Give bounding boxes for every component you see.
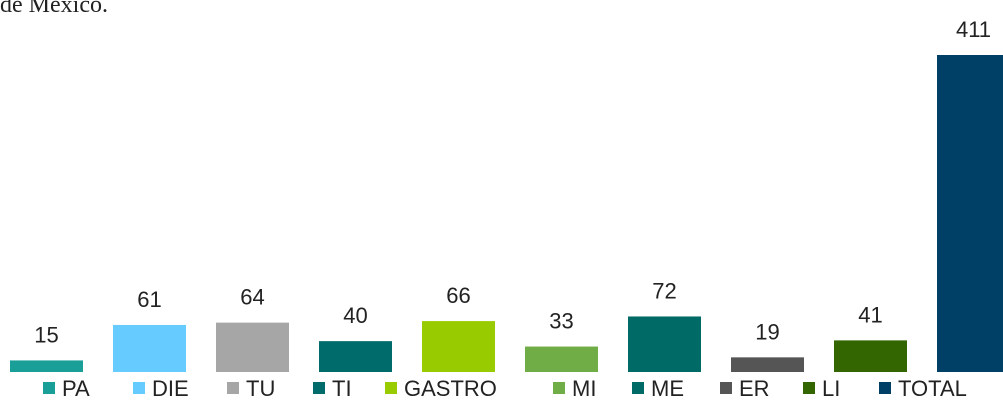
data-label: 19 <box>755 319 779 344</box>
chart-title: de México. <box>0 0 108 18</box>
legend-label: GASTRO <box>404 376 497 401</box>
legend-label: ER <box>739 376 770 401</box>
legend-swatch <box>133 382 145 394</box>
legend-label: TOTAL <box>898 376 967 401</box>
legend-label: ME <box>651 376 684 401</box>
data-label: 64 <box>240 285 264 310</box>
bar <box>525 346 598 372</box>
data-label: 41 <box>858 302 882 327</box>
bar <box>10 360 83 372</box>
bar <box>937 55 1003 372</box>
data-label: 33 <box>549 309 573 334</box>
legend-label: MI <box>572 376 596 401</box>
data-label: 61 <box>137 287 161 312</box>
bar <box>216 322 289 372</box>
bar <box>834 340 907 372</box>
legend-swatch <box>803 382 815 394</box>
bar <box>319 341 392 372</box>
legend-swatch <box>43 382 55 394</box>
bar <box>628 316 701 372</box>
data-label: 66 <box>446 283 470 308</box>
legend-label: TU <box>246 376 275 401</box>
legend-label: PA <box>62 376 90 401</box>
legend-swatch <box>879 382 891 394</box>
legend-swatch <box>720 382 732 394</box>
legend-swatch <box>385 382 397 394</box>
legend-swatch <box>553 382 565 394</box>
bar <box>422 321 495 372</box>
legend-swatch <box>632 382 644 394</box>
bar <box>113 324 186 372</box>
data-label: 40 <box>343 303 367 328</box>
data-label: 72 <box>652 278 676 303</box>
legend-label: TI <box>332 376 352 401</box>
bar <box>731 357 804 372</box>
data-label: 411 <box>956 17 991 42</box>
legend-swatch <box>227 382 239 394</box>
legend-label: DIE <box>152 376 189 401</box>
legend-label: LI <box>822 376 840 401</box>
data-label: 15 <box>34 322 58 347</box>
legend-swatch <box>313 382 325 394</box>
